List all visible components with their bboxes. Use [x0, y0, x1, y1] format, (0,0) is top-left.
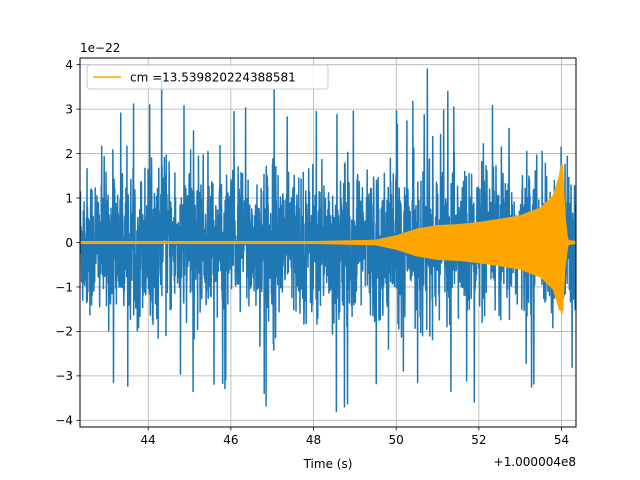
- x-axis-label: Time (s): [303, 457, 353, 471]
- x-tick-label: 48: [306, 433, 321, 447]
- x-tick-label: 46: [223, 433, 238, 447]
- legend-label-chirp: cm =13.539820224388581: [130, 71, 296, 85]
- y-offset-text: 1e−22: [80, 41, 120, 55]
- y-tick-label: 0: [65, 236, 73, 250]
- x-axis: 44 46 48 50 52 54: [141, 427, 569, 447]
- x-tick-label: 52: [471, 433, 486, 447]
- y-tick-label: −1: [55, 280, 73, 294]
- y-tick-label: 1: [65, 191, 73, 205]
- y-tick-label: −3: [55, 369, 73, 383]
- legend: cm =13.539820224388581: [86, 64, 329, 90]
- y-tick-label: −4: [55, 414, 73, 428]
- x-tick-label: 44: [141, 433, 156, 447]
- y-tick-label: 4: [65, 58, 73, 72]
- legend-box: [86, 64, 329, 90]
- x-offset-text: +1.000004e8: [494, 455, 576, 469]
- series-chirp-line: [80, 163, 576, 314]
- y-tick-label: −2: [55, 325, 73, 339]
- plot-area: [80, 68, 576, 413]
- x-tick-label: 50: [389, 433, 404, 447]
- x-tick-label: 54: [554, 433, 569, 447]
- y-tick-label: 3: [65, 102, 73, 116]
- y-axis: −4 −3 −2 −1 0 1 2 3 4: [55, 58, 80, 428]
- y-tick-label: 2: [65, 147, 73, 161]
